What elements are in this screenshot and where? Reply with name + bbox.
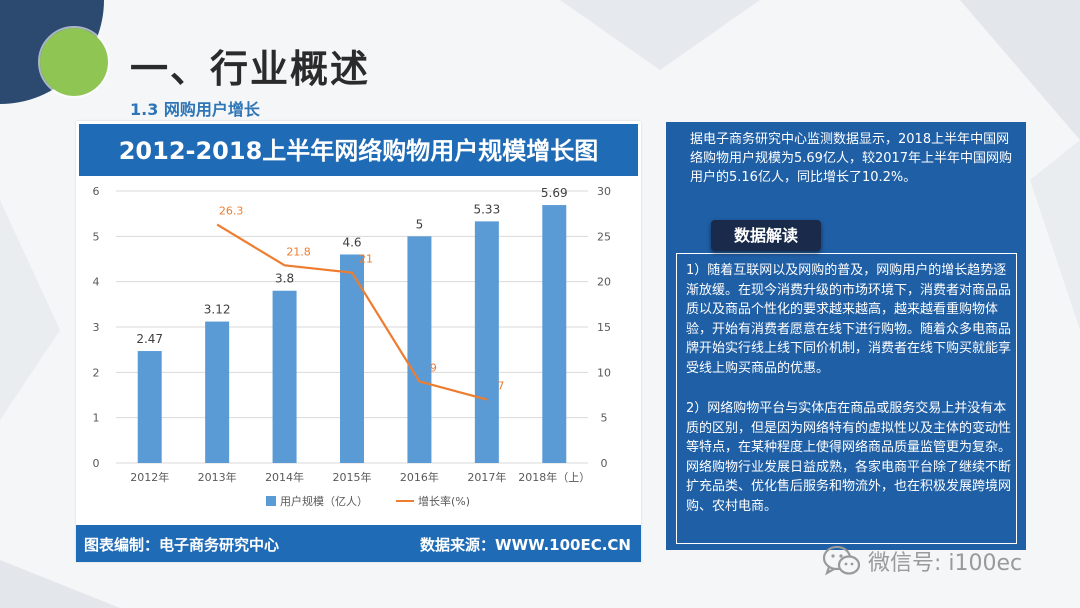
deco-triangle-left xyxy=(0,200,60,420)
data-interpretation-badge: 数据解读 xyxy=(711,220,821,251)
deco-triangle-top xyxy=(560,0,760,70)
x-tick-label: 2018年（上） xyxy=(518,470,590,484)
bar-value-label: 5 xyxy=(416,217,424,231)
bar-value-label: 3.12 xyxy=(204,303,231,317)
x-tick-label: 2013年 xyxy=(198,470,237,484)
y-right-tick-label: 20 xyxy=(597,276,611,289)
line-value-label: 9 xyxy=(430,361,437,374)
line-value-label: 7 xyxy=(497,380,504,393)
line-value-label: 26.3 xyxy=(219,205,244,218)
y-left-tick-label: 5 xyxy=(93,230,100,243)
legend-line-label: 增长率(%) xyxy=(418,494,470,508)
bar xyxy=(272,290,297,463)
x-tick-label: 2017年 xyxy=(467,470,506,484)
legend-bar-label: 用户规模（亿人） xyxy=(280,494,368,508)
combo-chart: 0 1 2 3 4 5 6 0 5 10 15 20 25 30 2.47 2012年 3.12 2013年 3.8… xyxy=(93,185,612,508)
y-left-tick-label: 1 xyxy=(93,412,100,425)
section-subtitle: 1.3 网购用户增长 xyxy=(130,100,260,119)
wechat-icon xyxy=(822,545,861,576)
line-value-label: 21 xyxy=(359,253,373,266)
x-tick-label: 2014年 xyxy=(265,470,304,484)
interpretation-paragraph-1: 1）随着互联网以及网购的普及，网购用户的增长趋势逐渐放缓。在现今消费升级的市场环… xyxy=(686,263,1012,376)
y-right-tick-label: 0 xyxy=(601,457,608,470)
bar xyxy=(340,254,364,463)
y-left-tick-label: 0 xyxy=(93,457,100,470)
chart-source-label: 数据来源：WWW.100EC.CN xyxy=(420,536,631,554)
y-right-tick-label: 30 xyxy=(597,185,611,198)
deco-triangle-right-2 xyxy=(1030,140,1080,330)
deco-triangle-bottom xyxy=(0,560,120,608)
line-value-label: 21.8 xyxy=(286,245,311,258)
y-left-tick-label: 3 xyxy=(93,321,100,334)
bar-value-label: 5.69 xyxy=(541,186,568,200)
chart-title: 2012-2018上半年网络购物用户规模增长图 xyxy=(118,137,599,165)
insight-panel-frame xyxy=(676,253,1017,544)
bar xyxy=(542,205,567,463)
chart-card: 2012-2018上半年网络购物用户规模增长图 0 1 2 3 4 5 6 0 5 10 15 20 2… xyxy=(76,121,641,562)
deco-triangle-right xyxy=(960,0,1080,140)
y-right-tick-label: 25 xyxy=(597,230,611,243)
growth-rate-line xyxy=(216,223,488,401)
bar-value-label: 2.47 xyxy=(136,332,163,346)
bar-value-label: 4.6 xyxy=(342,235,361,249)
bar-value-label: 3.8 xyxy=(275,272,294,286)
wechat-watermark: 微信号: i100ec xyxy=(822,541,1022,581)
y-right-tick-label: 5 xyxy=(601,412,608,425)
y-right-tick-label: 10 xyxy=(597,366,611,379)
summary-text: 据电子商务研究中心监测数据显示，2018上半年中国网络购物用户规模为5.69亿人… xyxy=(690,132,1013,185)
x-tick-label: 2012年 xyxy=(130,470,169,484)
y-left-tick-label: 2 xyxy=(93,366,100,379)
interpretation-paragraph-2: 2）网络购物平台与实体店在商品或服务交易上并没有本质的区别，但是因为网络特有的虚… xyxy=(686,401,1012,514)
insight-panel xyxy=(666,122,1026,550)
chart-compiler-label: 图表编制：电子商务研究中心 xyxy=(84,536,280,554)
bar xyxy=(137,351,162,463)
bar-value-label: 5.33 xyxy=(473,202,500,216)
y-left-tick-label: 4 xyxy=(93,276,100,289)
watermark-text: 微信号: i100ec xyxy=(868,551,1023,576)
x-tick-label: 2015年 xyxy=(333,470,372,484)
bar xyxy=(205,321,230,463)
chart-footer: 图表编制：电子商务研究中心 数据来源：WWW.100EC.CN xyxy=(76,525,641,562)
x-tick-label: 2016年 xyxy=(400,470,439,484)
chart-header: 2012-2018上半年网络购物用户规模增长图 xyxy=(76,121,641,179)
y-left-tick-label: 6 xyxy=(93,185,100,198)
y-right-tick-label: 15 xyxy=(597,321,611,334)
deco-white-ring xyxy=(38,26,110,98)
bar xyxy=(474,221,499,463)
bar xyxy=(407,236,432,463)
legend-bar-swatch xyxy=(266,496,276,506)
deco-green-circle xyxy=(40,28,108,96)
page-title: 一、行业概述 xyxy=(130,47,371,91)
